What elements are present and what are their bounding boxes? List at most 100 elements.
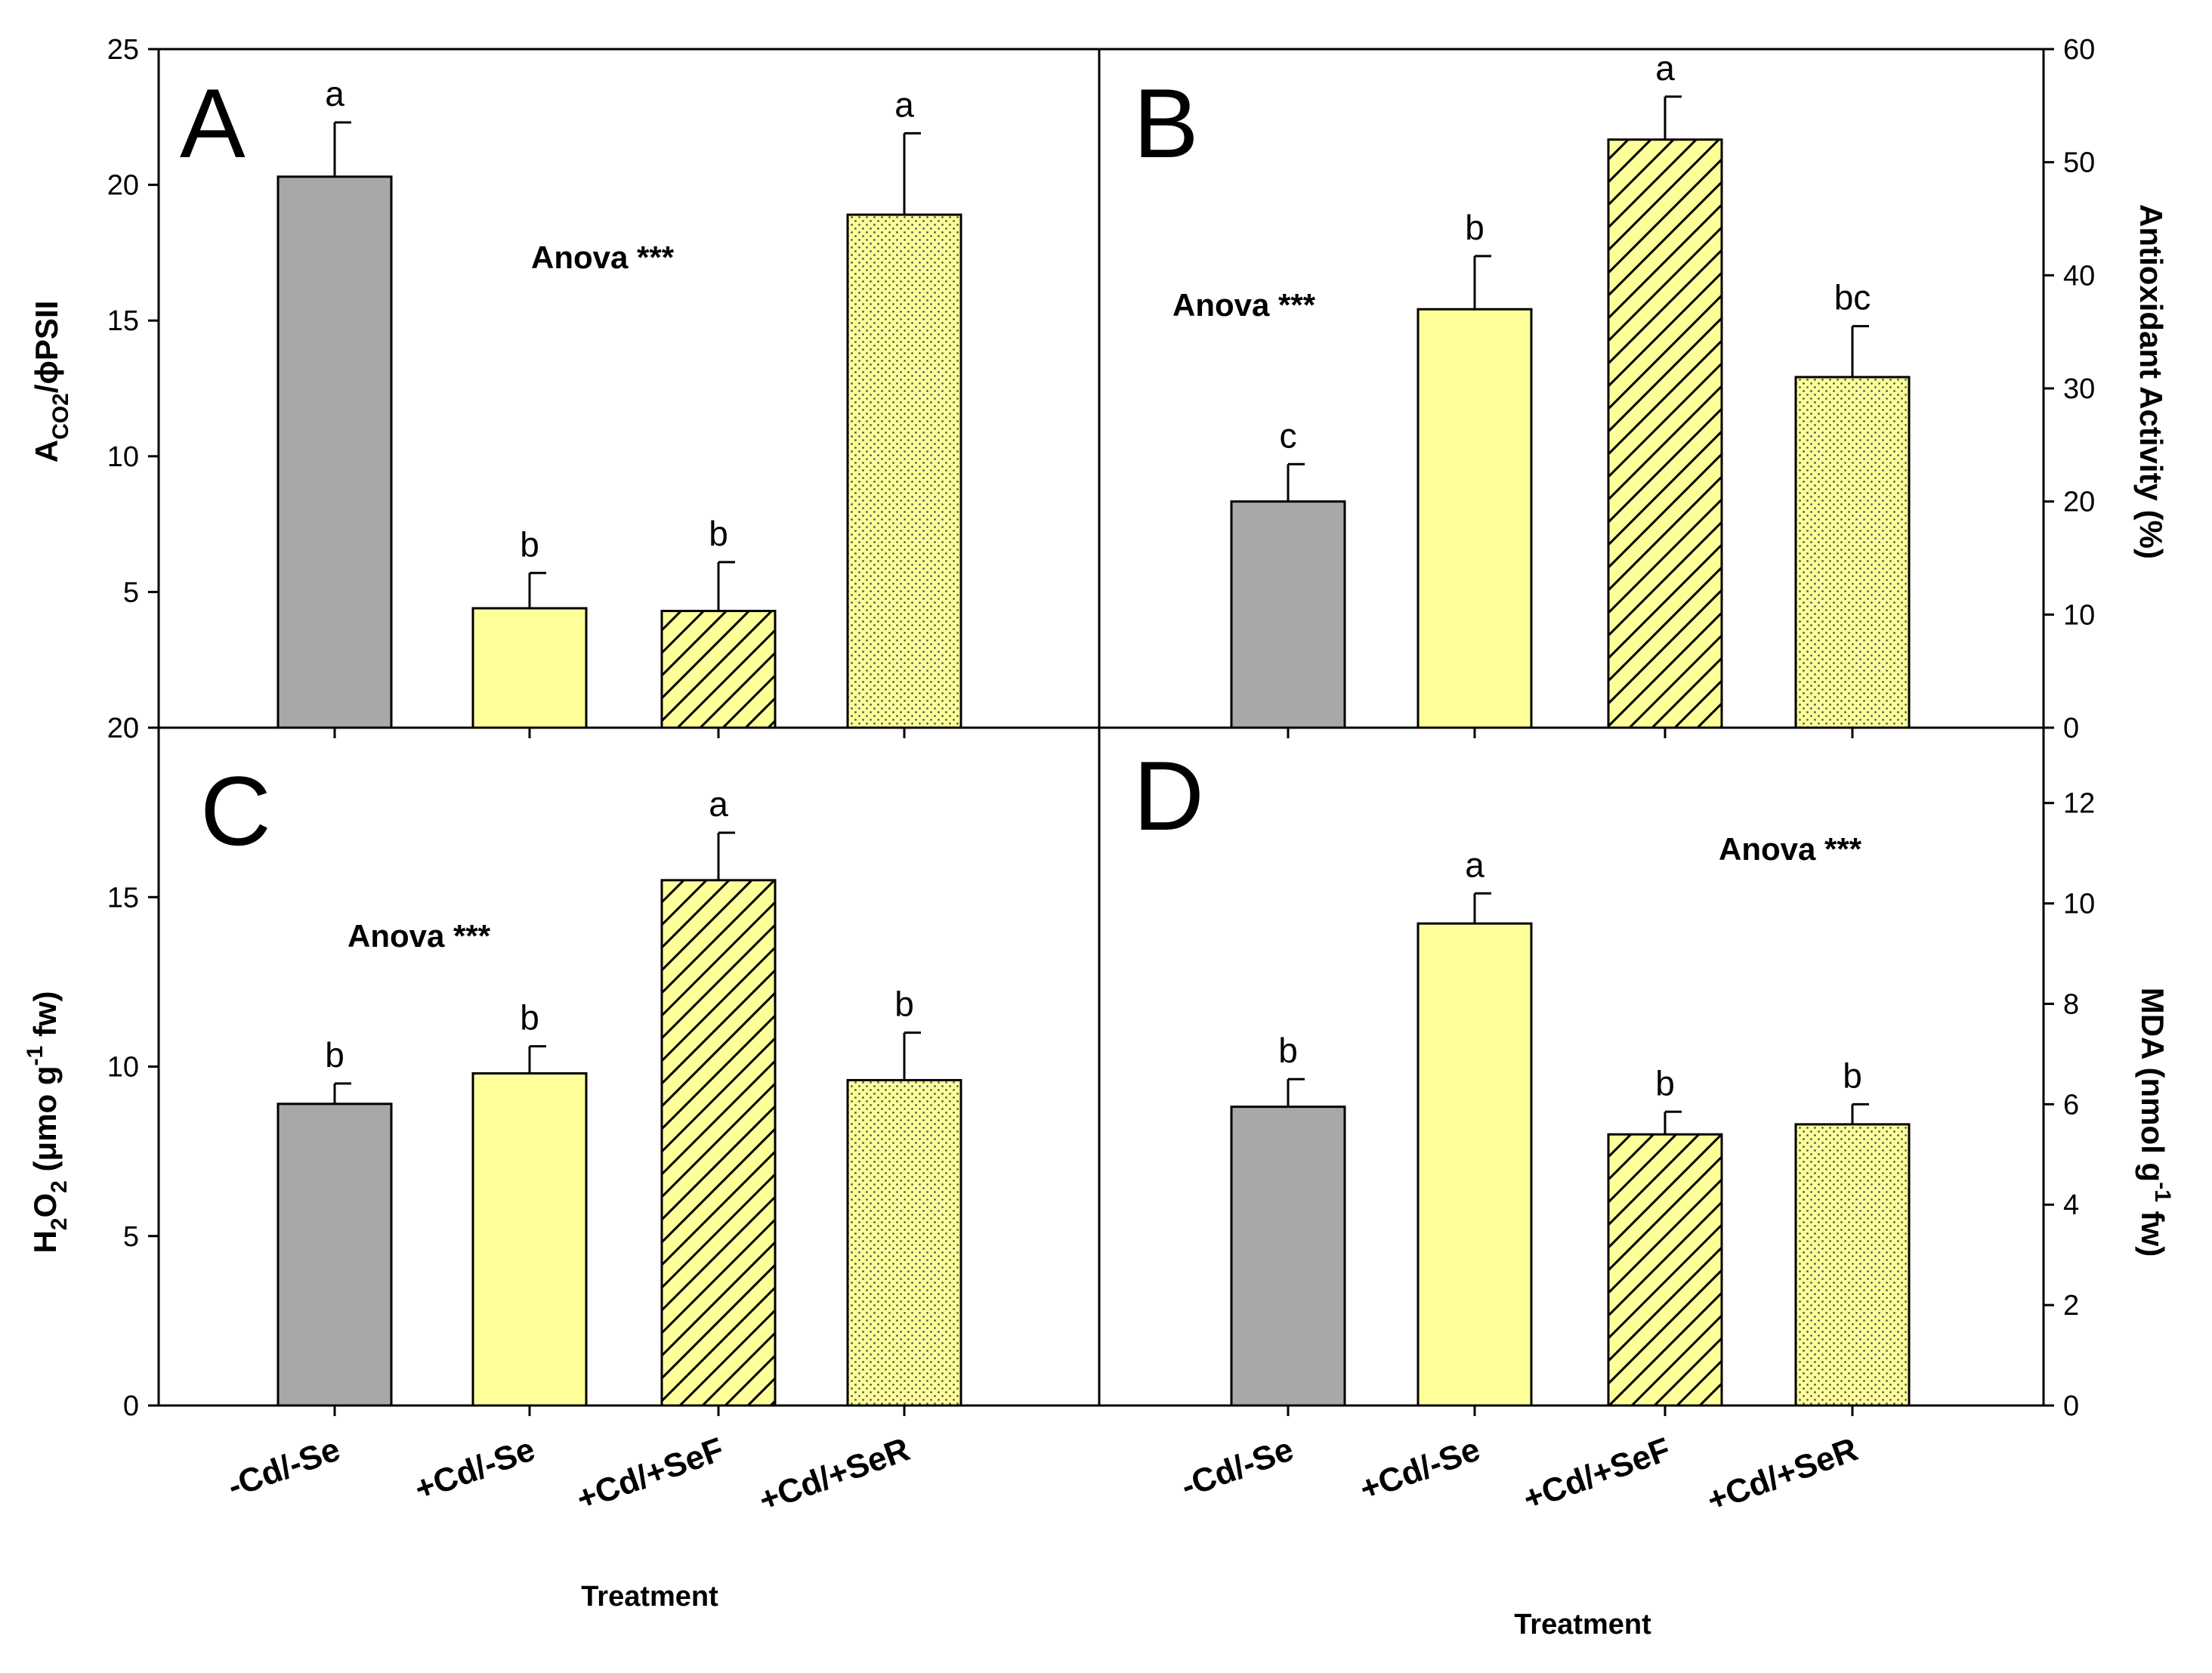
panel-D-y-axis-label: MDA (nmol g-1 fw) <box>2135 988 2175 1257</box>
panel-B-y-axis-label: Antioxidant Activity (%) <box>2133 204 2169 559</box>
panel-C-y-tick-0: 0 <box>123 1390 139 1422</box>
panel-A-y-axis-label: ACO2/ϕPSII <box>29 301 73 463</box>
panel-D-y-tick-5: 10 <box>2063 889 2095 920</box>
panel-A-bar-4 <box>846 213 962 729</box>
panel-D-sig-letter-2: a <box>1465 845 1484 884</box>
panel-A-error-bar-3 <box>717 561 735 611</box>
panel-A-y-tick-3: 15 <box>107 305 139 337</box>
panel-B-y-tick-3: 30 <box>2063 373 2095 405</box>
panel-D-bar-2 <box>1416 922 1533 1407</box>
panel-D-x-tick-4: +Cd/+SeR <box>1702 1430 1862 1519</box>
panel-B-sig-letter-1: c <box>1280 416 1297 455</box>
panel-D-error-bar-4 <box>1851 1102 1869 1124</box>
panel-D-x-axis-label: Treatment <box>1514 1609 1651 1641</box>
panel-B-bar-4 <box>1794 376 1911 729</box>
panel-B-y-tick-0: 0 <box>2063 713 2079 744</box>
panel-A-error-bar-4 <box>903 131 921 215</box>
panel-A-bars: a b b a <box>276 74 962 729</box>
panel-B-y-tick-6: 60 <box>2063 34 2095 66</box>
panel-D-error-bar-1 <box>1287 1078 1305 1107</box>
panel-C-sig-letter-4: b <box>894 985 914 1024</box>
panel-D-x-tick-3: +Cd/+SeF <box>1518 1430 1675 1517</box>
panel-C-error-bar-2 <box>528 1045 546 1074</box>
panel-D-x-tick-2: +Cd/-Se <box>1355 1430 1485 1508</box>
panel-A: a b b a 0 5 10 15 20 25 A Anova *** ACO2/ϕPSII <box>29 34 1101 744</box>
panel-A-bar-1 <box>276 175 393 729</box>
panel-D-letter: D <box>1133 741 1204 851</box>
panel-C-x-tick-1: -Cd/-Se <box>223 1430 344 1505</box>
panel-B-error-bar-1 <box>1287 462 1305 502</box>
panel-D-error-bar-2 <box>1473 892 1491 924</box>
panel-D-y-tick-0: 0 <box>2063 1390 2079 1422</box>
panel-A-sig-letter-2: b <box>520 524 539 564</box>
panel-B-y-tick-4: 40 <box>2063 260 2095 292</box>
panel-C: b b a b 0 5 10 15 20 -Cd/-Se +Cd/-Se +Cd/+SeF +Cd/… <box>23 713 1101 1613</box>
panel-B-bar-1 <box>1230 500 1346 729</box>
panel-D-y-axis: 0 2 4 6 8 10 12 <box>1098 726 2095 1422</box>
panel-C-error-bar-4 <box>903 1031 921 1081</box>
panel-D-x-tick-1: -Cd/-Se <box>1176 1430 1298 1505</box>
panel-B-bar-3 <box>1607 138 1723 729</box>
panel-B-error-bar-2 <box>1473 255 1491 310</box>
panel-B-y-tick-5: 50 <box>2063 147 2095 179</box>
panel-D-error-bar-3 <box>1664 1110 1682 1135</box>
panel-C-x-axis-label: Treatment <box>581 1581 718 1613</box>
panel-B-sig-letter-4: bc <box>1834 278 1871 317</box>
panel-D-bar-3 <box>1607 1133 1723 1407</box>
panel-A-bar-3 <box>660 610 777 729</box>
panel-B-y-tick-1: 10 <box>2063 599 2095 631</box>
panel-A-anova: Anova *** <box>531 240 675 275</box>
panel-B-bar-2 <box>1416 308 1533 729</box>
panel-A-sig-letter-3: b <box>709 514 728 553</box>
panel-C-y-tick-3: 15 <box>107 882 139 914</box>
panel-A-y-tick-1: 5 <box>123 577 139 608</box>
panel-C-sig-letter-1: b <box>325 1035 344 1075</box>
panel-C-error-bar-3 <box>717 831 735 880</box>
panel-C-anova: Anova *** <box>348 918 491 954</box>
panel-D-y-tick-4: 8 <box>2063 988 2079 1020</box>
panel-B-error-bar-3 <box>1664 95 1682 140</box>
panel-A-sig-letter-1: a <box>325 74 344 113</box>
panel-D-x-tick-labels: -Cd/-Se +Cd/-Se +Cd/+SeF +Cd/+SeR <box>1176 1430 1862 1519</box>
panel-D-anova: Anova *** <box>1719 831 1862 867</box>
panel-C-x-tick-4: +Cd/+SeR <box>754 1430 914 1519</box>
panel-C-sig-letter-3: a <box>709 784 728 824</box>
panel-C-x-tick-labels: -Cd/-Se +Cd/-Se +Cd/+SeF +Cd/+SeR <box>223 1430 914 1519</box>
panel-C-bar-4 <box>846 1078 962 1407</box>
panel-C-y-axis-label: H2O2 (μmo g-1 fw) <box>23 991 72 1253</box>
panel-A-error-bar-2 <box>528 571 546 608</box>
panel-D-y-tick-2: 4 <box>2063 1189 2079 1221</box>
panel-C-bar-2 <box>471 1072 588 1407</box>
panel-C-letter: C <box>200 756 271 866</box>
panel-D-sig-letter-3: b <box>1655 1063 1675 1102</box>
panel-D-sig-letter-4: b <box>1843 1056 1862 1095</box>
panel-B-letter: B <box>1133 68 1199 178</box>
panel-C-sig-letter-2: b <box>520 998 539 1038</box>
panel-B-anova: Anova *** <box>1172 287 1316 323</box>
panel-D-bar-1 <box>1230 1106 1346 1407</box>
panel-B-error-bar-4 <box>1851 325 1869 378</box>
panel-C-bars: b b a b <box>276 784 962 1407</box>
panel-B-bars: c b a bc <box>1230 48 1911 729</box>
panel-D: b a b b 0 2 4 6 8 10 12 -Cd/-Se +Cd/-Se +Cd/+SeF +Cd… <box>1098 726 2175 1641</box>
panel-C-y-tick-2: 10 <box>107 1052 139 1084</box>
panel-D-y-tick-3: 6 <box>2063 1089 2079 1121</box>
panel-C-x-tick-2: +Cd/-Se <box>410 1430 540 1508</box>
panel-A-y-tick-5: 25 <box>107 34 139 66</box>
panel-A-bar-2 <box>471 607 588 729</box>
panel-D-y-tick-1: 2 <box>2063 1290 2079 1322</box>
panel-C-x-tick-3: +Cd/+SeF <box>572 1430 728 1517</box>
panel-A-sig-letter-4: a <box>894 85 914 124</box>
panel-A-letter: A <box>180 68 246 178</box>
panel-D-frame <box>1098 726 2045 1407</box>
panel-C-y-tick-1: 5 <box>123 1221 139 1253</box>
panel-D-y-tick-6: 12 <box>2063 788 2095 820</box>
panel-A-y-tick-4: 20 <box>107 170 139 202</box>
panel-A-y-tick-0: 0 <box>123 713 139 744</box>
panel-B: c b a bc 0 10 20 30 40 50 60 B Anova *** Antioxid… <box>1098 34 2169 744</box>
panel-C-bar-3 <box>660 879 777 1407</box>
panel-D-sig-letter-1: b <box>1278 1031 1298 1070</box>
panel-B-y-tick-2: 20 <box>2063 487 2095 518</box>
panel-D-bar-4 <box>1794 1123 1911 1407</box>
